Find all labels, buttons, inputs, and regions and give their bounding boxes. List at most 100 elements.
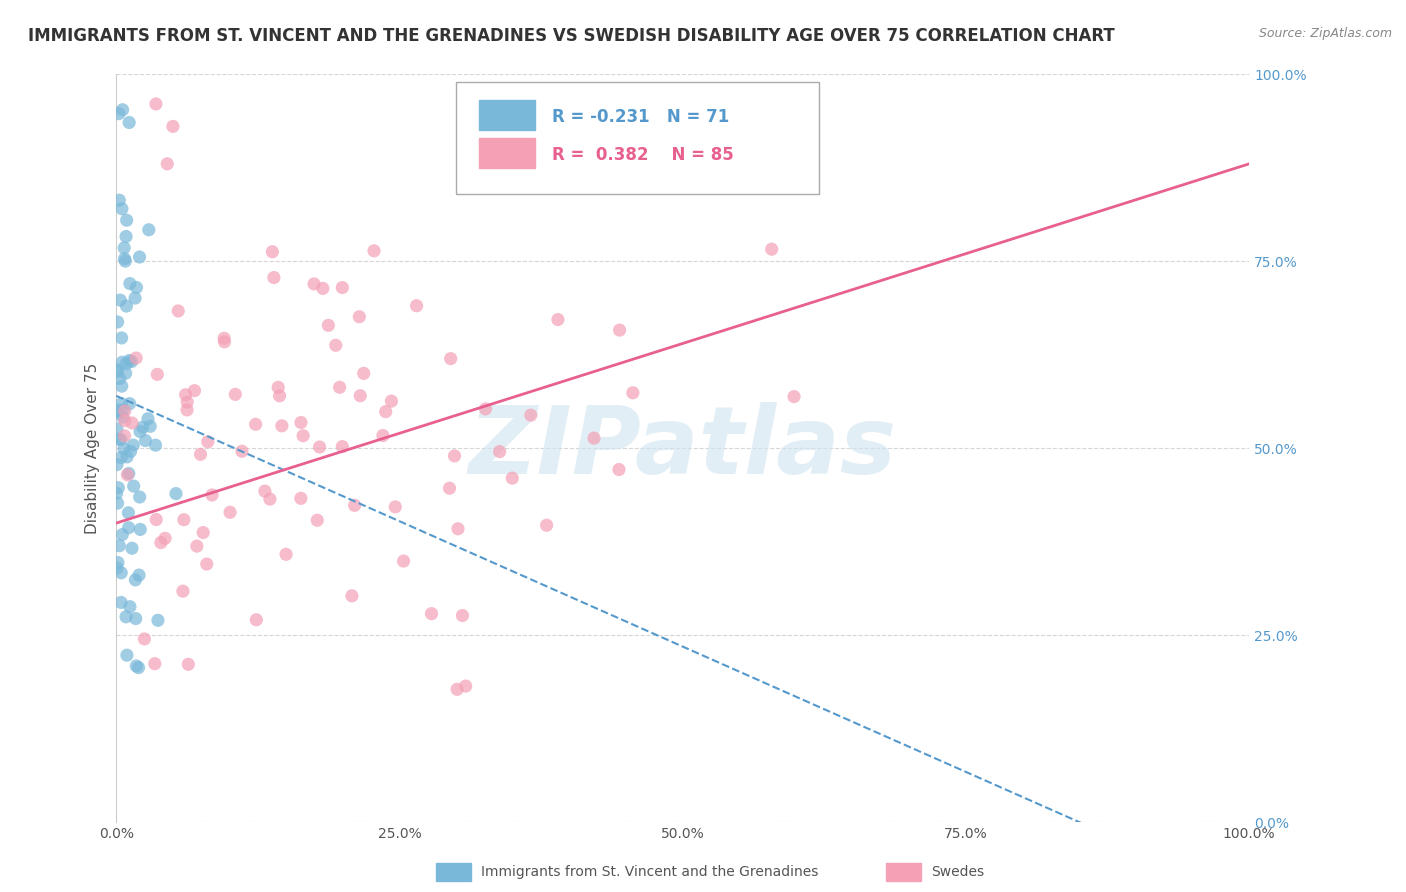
Point [124,291,146,305]
Point [193,525,215,540]
Point [118,115,141,129]
Point [111,379,134,393]
Point [174,388,197,402]
Point [118,397,141,411]
Point [111,202,134,216]
Point [609,323,631,337]
Point [245,613,267,627]
Point [125,351,148,365]
Point [124,573,146,587]
Point [115,229,138,244]
Point [329,380,352,394]
Point [330,280,353,294]
Point [111,355,134,369]
Point [343,499,366,513]
Point [384,500,406,514]
FancyBboxPatch shape [456,81,818,194]
FancyBboxPatch shape [479,137,536,168]
Point [292,428,315,442]
Point [153,531,176,545]
Point [447,522,470,536]
Point [212,331,235,345]
Point [145,97,167,112]
Point [114,404,136,418]
Text: Swedes: Swedes [931,865,984,880]
Point [115,450,138,464]
Text: Source: ZipAtlas.com: Source: ZipAtlas.com [1258,27,1392,40]
Point [121,354,143,368]
Text: R = -0.231   N = 71: R = -0.231 N = 71 [553,109,730,127]
Point [136,411,159,425]
Point [139,419,162,434]
Point [129,523,152,537]
Point [307,513,329,527]
Point [262,244,284,259]
Point [267,380,290,394]
Point [219,505,242,519]
Point [312,281,335,295]
Y-axis label: Disability Age Over 75: Disability Age Over 75 [86,363,100,534]
Point [128,250,150,264]
Text: IMMIGRANTS FROM ST. VINCENT AND THE GRENADINES VS SWEDISH DISABILITY AGE OVER 75: IMMIGRANTS FROM ST. VINCENT AND THE GREN… [28,27,1115,45]
Point [146,368,169,382]
Point [105,458,128,472]
Point [172,584,194,599]
Point [149,535,172,549]
Point [363,244,385,258]
Point [114,366,136,380]
Point [167,304,190,318]
Point [274,547,297,561]
Text: Immigrants from St. Vincent and the Grenadines: Immigrants from St. Vincent and the Gren… [481,865,818,880]
Point [349,310,371,324]
Point [110,433,132,447]
Point [165,486,187,500]
Point [115,357,138,371]
Point [371,428,394,442]
Point [128,660,150,674]
Point [582,431,605,445]
Point [145,512,167,526]
Point [380,394,402,409]
Point [117,506,139,520]
Point [129,425,152,439]
Point [115,609,138,624]
Point [112,241,135,255]
Point [783,390,806,404]
Point [501,471,523,485]
Point [405,299,427,313]
Point [156,157,179,171]
Point [111,527,134,541]
Point [131,420,153,434]
FancyBboxPatch shape [479,100,536,130]
Point [115,213,138,227]
Point [118,277,141,291]
Point [451,608,474,623]
Point [173,513,195,527]
Point [536,518,558,533]
Point [105,486,128,500]
Point [439,481,461,495]
Point [474,401,496,416]
Point [117,467,139,482]
Point [446,682,468,697]
Point [195,557,218,571]
Point [121,541,143,556]
Point [110,397,132,411]
Point [145,438,167,452]
Point [214,334,236,349]
Point [176,403,198,417]
Point [520,408,543,422]
Point [111,103,134,117]
Point [120,444,142,458]
Point [107,315,129,329]
Point [290,491,312,506]
Point [111,410,134,425]
Point [162,120,184,134]
Point [114,429,136,443]
Point [134,632,156,646]
Point [114,414,136,428]
Point [107,365,129,379]
Point [110,450,132,465]
Point [146,613,169,627]
Point [318,318,340,333]
